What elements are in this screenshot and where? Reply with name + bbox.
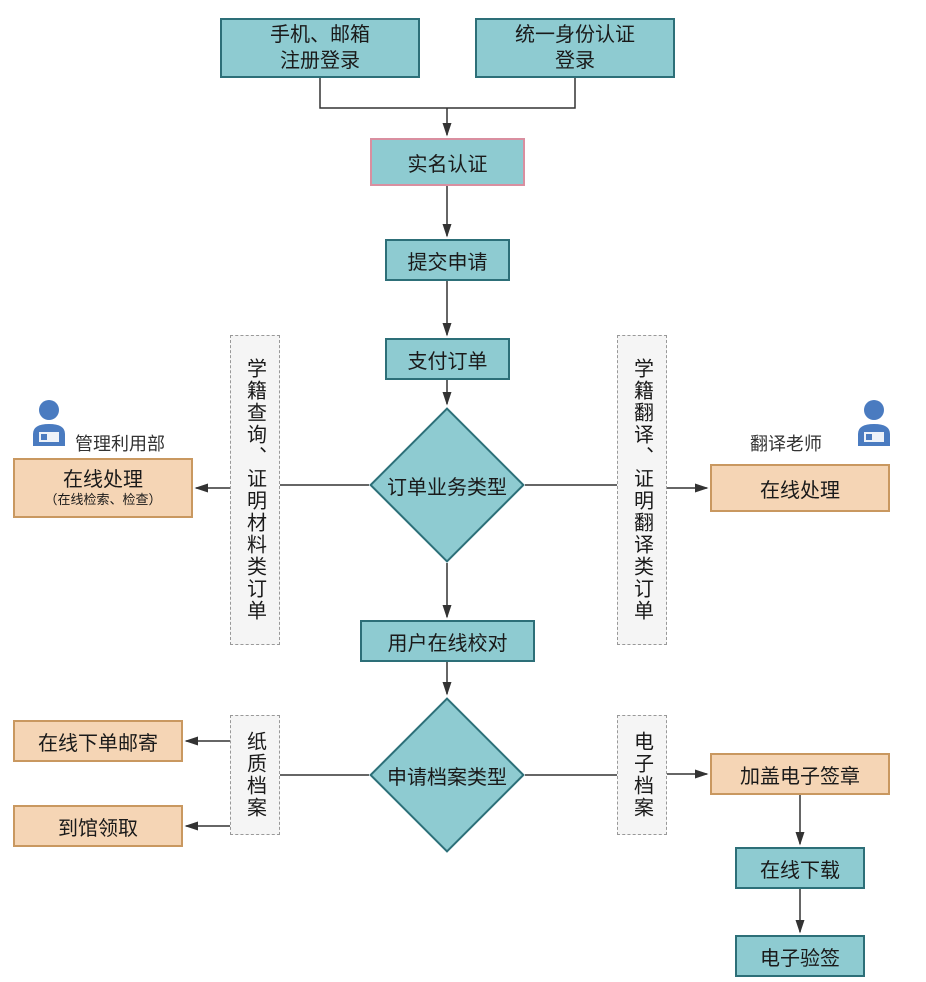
branch-right-translate: 学籍翻译、证明翻译类订单 <box>617 335 667 645</box>
label-admin-dept: 管理利用部 <box>75 430 165 456</box>
node-label: 统一身份认证 登录 <box>515 22 635 74</box>
node-esign: 加盖电子签章 <box>710 753 890 795</box>
node-submit: 提交申请 <box>385 239 510 281</box>
node-proofread: 用户在线校对 <box>360 620 535 662</box>
node-process-left: 在线处理 （在线检索、检查） <box>13 458 193 518</box>
node-label: 在线下单邮寄 <box>38 727 158 756</box>
decision-order-type: 订单业务类型 <box>369 407 525 563</box>
node-realname: 实名认证 <box>370 138 525 186</box>
node-download: 在线下载 <box>735 847 865 889</box>
node-label: 电子验签 <box>760 942 840 971</box>
branch-electronic-archive: 电子档案 <box>617 715 667 835</box>
flowchart-canvas: 手机、邮箱 注册登录 统一身份认证 登录 实名认证 提交申请 支付订单 订单业务… <box>0 0 926 982</box>
label-text: 翻译老师 <box>750 434 822 454</box>
node-label: 用户在线校对 <box>388 627 508 656</box>
node-label: 到馆领取 <box>58 812 138 841</box>
node-label: 在线处理 <box>760 474 840 503</box>
node-login-sso: 统一身份认证 登录 <box>475 18 675 78</box>
branch-paper-archive: 纸质档案 <box>230 715 280 835</box>
node-label: 提交申请 <box>408 246 488 275</box>
label-text: 管理利用部 <box>75 434 165 454</box>
node-label: 学籍翻译、证明翻译类订单 <box>628 358 657 622</box>
node-label: 手机、邮箱 注册登录 <box>270 22 370 74</box>
person-icon <box>852 398 896 455</box>
node-label: 实名认证 <box>408 148 488 177</box>
node-label: 在线下载 <box>760 854 840 883</box>
node-process-right: 在线处理 <box>710 464 890 512</box>
node-label: 申请档案类型 <box>387 761 507 790</box>
node-label: 在线处理 <box>63 468 143 492</box>
node-mail-order: 在线下单邮寄 <box>13 720 183 762</box>
node-label: 纸质档案 <box>241 731 270 819</box>
node-verify: 电子验签 <box>735 935 865 977</box>
node-label: 电子档案 <box>628 731 657 819</box>
node-login-phone: 手机、邮箱 注册登录 <box>220 18 420 78</box>
node-label: 订单业务类型 <box>387 471 507 500</box>
node-label: 加盖电子签章 <box>740 760 860 789</box>
node-pickup: 到馆领取 <box>13 805 183 847</box>
decision-archive-type: 申请档案类型 <box>369 697 525 853</box>
branch-left-query: 学籍查询、证明材料类订单 <box>230 335 280 645</box>
node-label: 支付订单 <box>408 345 488 374</box>
node-label: 学籍查询、证明材料类订单 <box>241 358 270 622</box>
node-pay: 支付订单 <box>385 338 510 380</box>
label-translator: 翻译老师 <box>750 430 822 456</box>
person-icon <box>27 398 71 455</box>
node-sublabel: （在线检索、检查） <box>44 492 161 508</box>
